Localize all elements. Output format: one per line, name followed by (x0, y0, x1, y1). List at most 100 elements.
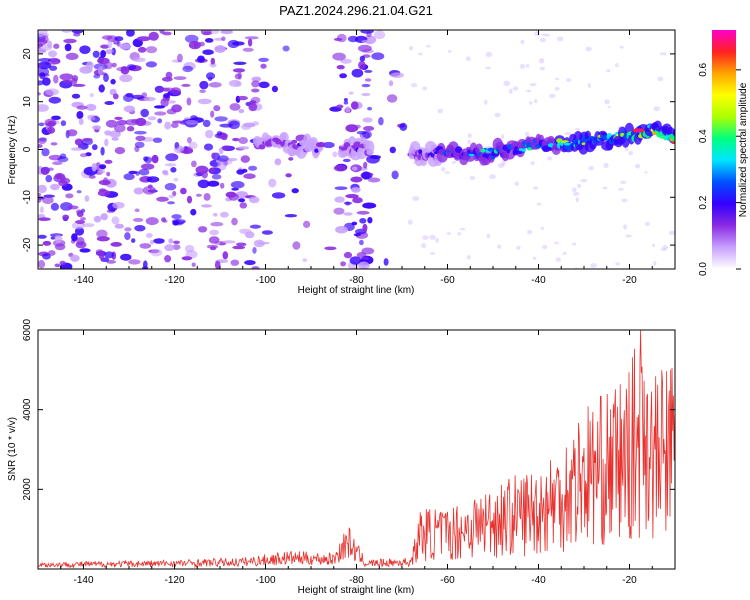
heatmap-cell (271, 85, 278, 93)
heatmap-cell (429, 234, 436, 240)
heatmap-cell (38, 61, 52, 70)
heatmap-cell (52, 161, 63, 166)
heatmap-cell (220, 211, 229, 218)
heatmap-cell (291, 139, 298, 144)
snr-ylabel: SNR (10 * v/v) (7, 417, 18, 481)
heatmap-cell (418, 149, 423, 154)
spectrogram-ytick-label: 20 (22, 48, 33, 60)
colorbar: 0.0 0.2 0.4 0.6 Normalized spectral amplitu… (698, 30, 749, 276)
heatmap-cell (486, 233, 491, 239)
heatmap-cell (38, 196, 42, 203)
heatmap-cell (42, 240, 52, 246)
heatmap-cell (604, 99, 610, 105)
spectrogram-xtick-label: -80 (349, 275, 364, 286)
heatmap-cell (539, 66, 545, 71)
heatmap-cell (530, 161, 535, 166)
heatmap-cell (549, 93, 556, 98)
heatmap-cell (231, 217, 238, 226)
heatmap-cell (258, 57, 269, 63)
heatmap-cell (216, 130, 223, 136)
heatmap-cell (201, 171, 208, 179)
heatmap-cell (361, 39, 373, 44)
heatmap-cell (172, 244, 181, 251)
heatmap-cell (120, 253, 132, 261)
heatmap-cell (362, 223, 368, 232)
heatmap-cell (407, 219, 413, 225)
heatmap-cell (271, 192, 286, 199)
heatmap-cell (147, 116, 157, 121)
heatmap-cell (367, 177, 381, 183)
heatmap-cell (135, 135, 146, 141)
heatmap-cell (233, 61, 247, 65)
heatmap-cell (232, 68, 246, 73)
heatmap-cell (86, 61, 94, 70)
heatmap-cell (485, 51, 493, 58)
heatmap-cell (238, 137, 248, 144)
snr-xtick-label: -60 (440, 575, 455, 586)
heatmap-cell (62, 214, 70, 220)
heatmap-cell (164, 255, 172, 263)
heatmap-cell (51, 115, 61, 121)
heatmap-cell (140, 108, 149, 118)
heatmap-cell (48, 167, 54, 171)
heatmap-cell (38, 92, 41, 96)
heatmap-cell (239, 202, 248, 209)
heatmap-cell (111, 137, 119, 141)
heatmap-cell (114, 223, 125, 229)
heatmap-cell (50, 202, 60, 211)
heatmap-cell (39, 206, 44, 214)
heatmap-cell (362, 117, 373, 123)
heatmap-cell (260, 63, 267, 69)
snr-axes: -140 -120 -100 -80 -60 -40 -20 2000 4000 6000 (22, 318, 676, 586)
heatmap-cell (121, 66, 128, 71)
heatmap-cell (181, 256, 193, 261)
heatmap-cell (219, 123, 233, 128)
heatmap-cell (343, 101, 349, 105)
heatmap-cell (53, 74, 59, 84)
heatmap-cell (452, 161, 456, 164)
heatmap-cell (253, 239, 265, 248)
heatmap-cell (41, 148, 50, 157)
heatmap-cell (110, 242, 122, 247)
heatmap-cell (238, 146, 250, 150)
heatmap-cell (422, 235, 429, 241)
heatmap-cell (201, 204, 212, 208)
heatmap-cell (54, 172, 65, 180)
heatmap-cell (660, 248, 667, 252)
heatmap-cell (146, 176, 160, 183)
heatmap-cell (119, 43, 131, 50)
heatmap-cell (435, 237, 439, 243)
heatmap-cell (110, 78, 116, 85)
heatmap-cell (251, 76, 262, 82)
heatmap-cell (157, 118, 163, 124)
heatmap-cell (239, 228, 252, 234)
heatmap-cell (54, 263, 61, 268)
heatmap-cell (181, 83, 191, 87)
heatmap-cell (508, 88, 513, 94)
heatmap-cell (345, 106, 351, 113)
heatmap-cell (112, 201, 125, 209)
heatmap-cell (98, 188, 107, 192)
heatmap-cell (214, 116, 228, 122)
heatmap-cell (554, 241, 559, 245)
spectrogram-ytick-label: -20 (22, 237, 33, 252)
heatmap-cell (137, 46, 147, 53)
heatmap-cell (153, 105, 166, 109)
heatmap-cell (227, 39, 240, 49)
heatmap-cell (214, 37, 224, 41)
heatmap-cell (208, 82, 222, 88)
heatmap-cell (497, 163, 505, 169)
heatmap-cell (529, 101, 533, 105)
heatmap-cell (131, 94, 144, 100)
heatmap-cell (659, 52, 667, 56)
heatmap-cell (238, 109, 245, 114)
heatmap-cell (620, 180, 627, 185)
heatmap-cell (446, 232, 452, 236)
heatmap-cell (202, 119, 211, 128)
heatmap-cell (38, 217, 51, 221)
heatmap-cell (164, 244, 175, 252)
heatmap-cell (42, 253, 51, 260)
heatmap-cell (532, 256, 537, 260)
heatmap-cell (497, 244, 502, 249)
snr-xtick-label: -120 (164, 575, 184, 586)
